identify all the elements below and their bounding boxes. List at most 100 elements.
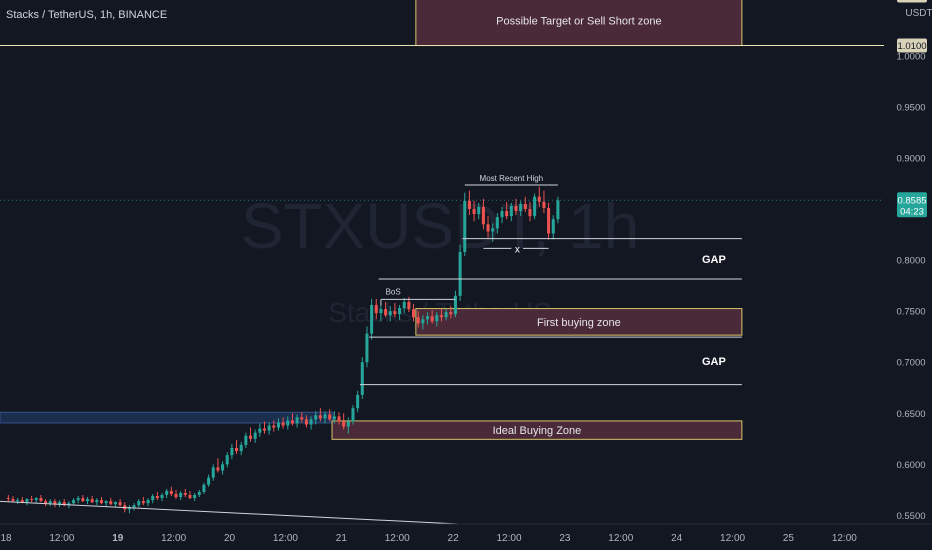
x-tick-labels: 18 12:00 19 12:00 20 12:00 21 12:00 22 12:00 23 12:… [0,533,857,544]
candle-body [416,317,420,324]
candle-body [211,467,215,478]
candle-body [491,228,495,232]
x-tick-label: 12:00 [273,533,298,544]
candle-body [30,499,34,501]
candle-body [155,496,159,499]
candle-body [202,484,206,492]
current-price-text: 0.8585 [897,195,926,206]
candle-body [388,311,392,316]
candle-body [6,498,10,500]
candle-body [346,421,350,427]
candle-body [495,217,499,229]
candle-body [76,498,80,501]
candle-body [425,316,430,320]
x-tick-label: 12:00 [49,533,74,544]
candle-body [81,498,85,502]
time-axis-background [0,524,932,550]
y-tick-label: 0.9000 [896,153,925,164]
candle-body [365,333,369,363]
time-axis[interactable]: 18 12:00 19 12:00 20 12:00 21 12:00 22 12:00 23 12:… [0,523,932,550]
y-tick-label: 1.0000 [896,51,925,62]
candle-body [439,315,443,318]
candle-body [519,203,523,212]
y-tick-label: 0.8000 [896,256,925,267]
candle-body [188,494,192,499]
candle-body [160,494,164,499]
candle-body [281,422,285,426]
candle-body [551,219,555,234]
upper-price-tag-text: 1.0590 [897,0,926,2]
candle-body [393,311,397,315]
candle-body [20,500,24,503]
candle-body [467,200,471,209]
candle-body [221,464,225,471]
candle-body [547,207,551,234]
candle-body [290,420,294,424]
y-tick-label: 0.6500 [896,409,925,420]
candle-body [523,203,527,209]
candle-body [109,501,113,505]
candle-body [421,319,425,324]
candle-body [537,196,541,202]
candle-body [258,428,262,433]
candle-body [235,448,239,452]
candle-body [449,312,453,315]
candle-body [472,208,476,215]
candle-body [328,414,332,420]
candle-body [360,362,364,395]
x-tick-label: 20 [224,533,236,544]
candle-body [141,501,145,504]
candle-body [533,196,537,217]
first-buying-zone-label: First buying zone [537,317,621,329]
price-axis[interactable]: USDT 0.5500 0.6000 0.6500 0.7000 0.7500 0.800… [884,0,932,524]
candle-body [179,492,183,498]
candle-body [137,501,141,506]
candle-body [104,501,108,504]
candle-body [174,493,178,498]
candle-body [267,425,271,431]
candle-body [169,490,173,494]
lower-price-tag [897,38,927,53]
x-tick-label: 19 [112,533,124,544]
candle-body [99,500,103,504]
candle-body [34,498,38,501]
candle-body [67,503,71,506]
candle-body [351,408,355,422]
candle-body [230,448,234,456]
y-tick-label: 0.7500 [896,307,925,318]
candle-body [53,501,57,505]
price-axis-background [884,0,932,524]
candle-body [11,499,15,502]
current-countdown-text: 04:23 [900,206,924,217]
candles-layer [6,186,560,514]
candle-body [342,421,346,427]
x-tick-label: 12:00 [608,533,633,544]
candle-body [25,499,29,503]
ideal-buying-zone-box [331,420,743,440]
candle-body [72,500,76,504]
candle-body [183,492,187,495]
candle-body [514,205,518,212]
candle-body [118,502,122,506]
candle-body [407,301,411,310]
candle-body [318,415,322,419]
currency-label: USDT [905,8,932,19]
candle-body [486,224,490,232]
candle-body [314,415,318,420]
bos-label: BoS [386,287,401,296]
candle-body [225,455,229,465]
y-tick-label: 0.7000 [896,358,925,369]
x-tick-label: 25 [783,533,795,544]
candle-body [374,305,378,314]
x-tick-label: 24 [671,533,683,544]
candle-body [384,309,388,316]
target-zone-label: Possible Target or Sell Short zone [496,16,662,28]
candle-body [85,499,90,502]
candle-body [95,500,99,503]
candle-body [477,206,481,215]
x-tick-label: 12:00 [720,533,745,544]
symbol-label[interactable]: Stacks / TetherUS, 1h, BINANCE [6,9,167,21]
